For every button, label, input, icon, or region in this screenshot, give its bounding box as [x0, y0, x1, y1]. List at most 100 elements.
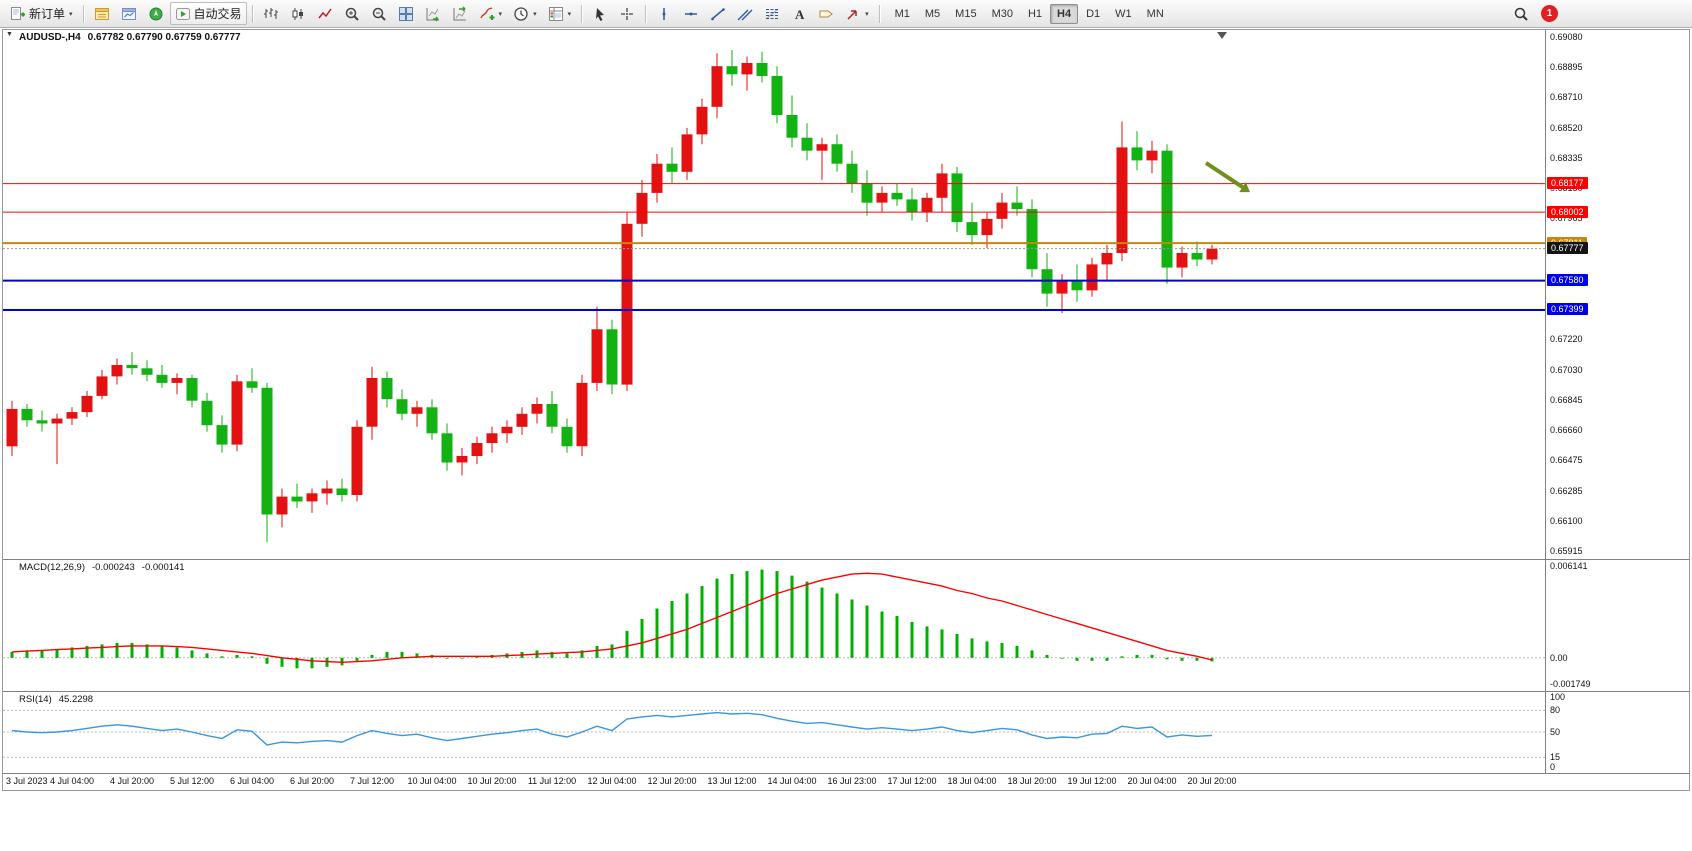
- candle: [801, 137, 813, 151]
- macd-bar: [895, 616, 899, 658]
- trendline-button[interactable]: [705, 2, 731, 25]
- new-order-dropdown-icon[interactable]: ▾: [69, 10, 73, 18]
- macd-axis-label: 0.00: [1550, 652, 1568, 663]
- rsi-chart[interactable]: [3, 692, 1545, 773]
- candle: [81, 395, 93, 413]
- candle: [51, 418, 63, 424]
- macd-bar: [1000, 642, 1004, 658]
- timeframe-button-h1[interactable]: H1: [1027, 7, 1043, 20]
- vertical-line-button[interactable]: [651, 2, 677, 25]
- candle: [441, 433, 453, 463]
- candle: [261, 387, 273, 515]
- macd-bar: [40, 650, 44, 658]
- search-button[interactable]: [1508, 2, 1534, 25]
- market-watch-button[interactable]: [89, 2, 115, 25]
- pane-splitter[interactable]: [3, 773, 1689, 774]
- macd-bar: [700, 586, 704, 658]
- timeframe-button-d1[interactable]: D1: [1086, 7, 1101, 20]
- timeframe-button-mn[interactable]: MN: [1146, 7, 1164, 20]
- pane-splitter[interactable]: [3, 559, 1689, 560]
- cursor-icon: [596, 7, 605, 21]
- price-line-badge: 0.68177: [1547, 177, 1588, 190]
- indicators-button[interactable]: ▾: [474, 2, 508, 25]
- macd-bar: [310, 657, 314, 669]
- candle: [531, 404, 543, 414]
- timeframe-button-m30[interactable]: M30: [991, 7, 1013, 20]
- timeframe-button-m15[interactable]: M15: [955, 7, 977, 20]
- periods-button[interactable]: ▾: [508, 2, 542, 25]
- time-axis[interactable]: 3 Jul 2023 4 Jul 04:00 4 Jul 20:00 5 Jul 12…: [3, 774, 1689, 790]
- pane-splitter[interactable]: [3, 691, 1689, 692]
- price-chart[interactable]: [3, 30, 1545, 559]
- price-axis[interactable]: 0.69080 0.68895 0.68710 0.68520 0.68335 0.681…: [1546, 30, 1689, 559]
- data-window-button[interactable]: [116, 2, 142, 25]
- rsi-plot[interactable]: RSI(14) 45.2298: [3, 692, 1546, 773]
- candlestick-chart-button[interactable]: [285, 2, 311, 25]
- horizontal-line-button[interactable]: [678, 2, 704, 25]
- autotrading-button[interactable]: 自动交易: [169, 2, 247, 25]
- candle: [201, 400, 213, 426]
- templates-dropdown-icon[interactable]: ▾: [567, 10, 572, 18]
- templates-button[interactable]: ▾: [543, 2, 577, 25]
- candle: [1101, 253, 1113, 265]
- channel-button[interactable]: [732, 2, 758, 25]
- tile-windows-button[interactable]: [393, 2, 419, 25]
- line-chart-button[interactable]: [312, 2, 338, 25]
- candle: [231, 381, 243, 445]
- timeframe-button-w1[interactable]: W1: [1115, 7, 1132, 20]
- candle: [96, 376, 108, 396]
- indicators-dropdown-icon[interactable]: ▾: [498, 10, 503, 18]
- navigator-button[interactable]: [143, 2, 169, 25]
- price-plot[interactable]: ▼ AUDUSD-,H4 0.67782 0.67790 0.67759 0.6…: [3, 30, 1546, 559]
- text-icon: A: [795, 7, 805, 22]
- trend-arrow-annotation[interactable]: [1204, 161, 1244, 189]
- timeframe-button-m5[interactable]: M5: [924, 7, 941, 20]
- macd-bar: [400, 651, 404, 658]
- timeframe-button-h4[interactable]: H4: [1050, 3, 1079, 24]
- timeframe-button-m1[interactable]: M1: [894, 7, 910, 20]
- text-button[interactable]: A: [786, 2, 812, 25]
- candle: [981, 218, 993, 236]
- periods-dropdown-icon[interactable]: ▾: [533, 10, 537, 18]
- chart-shift-button[interactable]: [447, 2, 473, 25]
- macd-plot[interactable]: MACD(12,26,9) -0.000243 -0.000141: [3, 560, 1546, 691]
- text-label-button[interactable]: [813, 2, 839, 25]
- candle: [846, 163, 858, 184]
- auto-scroll-button[interactable]: [420, 2, 446, 25]
- macd-bar: [70, 647, 74, 658]
- macd-bar: [295, 657, 299, 669]
- arrows-button[interactable]: ▾: [840, 2, 874, 25]
- candle: [606, 329, 618, 385]
- candle: [336, 488, 348, 495]
- candle: [1086, 264, 1098, 291]
- macd-axis[interactable]: 0.006141 0.00 -0.001749: [1546, 560, 1689, 691]
- candle: [951, 173, 963, 223]
- cursor-button[interactable]: [587, 2, 613, 25]
- bar-chart-button[interactable]: [258, 2, 284, 25]
- price-axis-label: 0.67965: [1550, 213, 1583, 224]
- candle: [306, 493, 318, 502]
- macd-bar: [745, 571, 749, 658]
- time-axis-label: 18 Jul 04:00: [947, 776, 997, 786]
- macd-bar: [1165, 657, 1169, 660]
- macd-chart[interactable]: [3, 560, 1545, 691]
- rsi-axis[interactable]: 100 80 50 15 0: [1546, 692, 1689, 773]
- one-click-trading-toggle[interactable]: ▼: [6, 31, 13, 38]
- crosshair-button[interactable]: [614, 2, 640, 25]
- zoom-in-button[interactable]: [339, 2, 365, 25]
- candle: [726, 66, 738, 75]
- new-order-button[interactable]: 新订单 ▾: [5, 2, 78, 25]
- autotrading-icon: [175, 7, 190, 20]
- zoom-out-button[interactable]: [366, 2, 392, 25]
- notification-badge[interactable]: 1: [1541, 5, 1558, 22]
- price-axis-label: 0.69080: [1550, 32, 1583, 42]
- macd-bar: [760, 569, 764, 658]
- macd-bar: [670, 601, 674, 658]
- candle: [126, 365, 138, 369]
- fibonacci-button[interactable]: [759, 2, 785, 25]
- macd-bar: [130, 642, 134, 658]
- price-axis-label: 0.67030: [1550, 364, 1583, 375]
- arrows-dropdown-icon[interactable]: ▾: [865, 10, 869, 18]
- candle: [636, 192, 648, 224]
- macd-bar: [685, 593, 689, 658]
